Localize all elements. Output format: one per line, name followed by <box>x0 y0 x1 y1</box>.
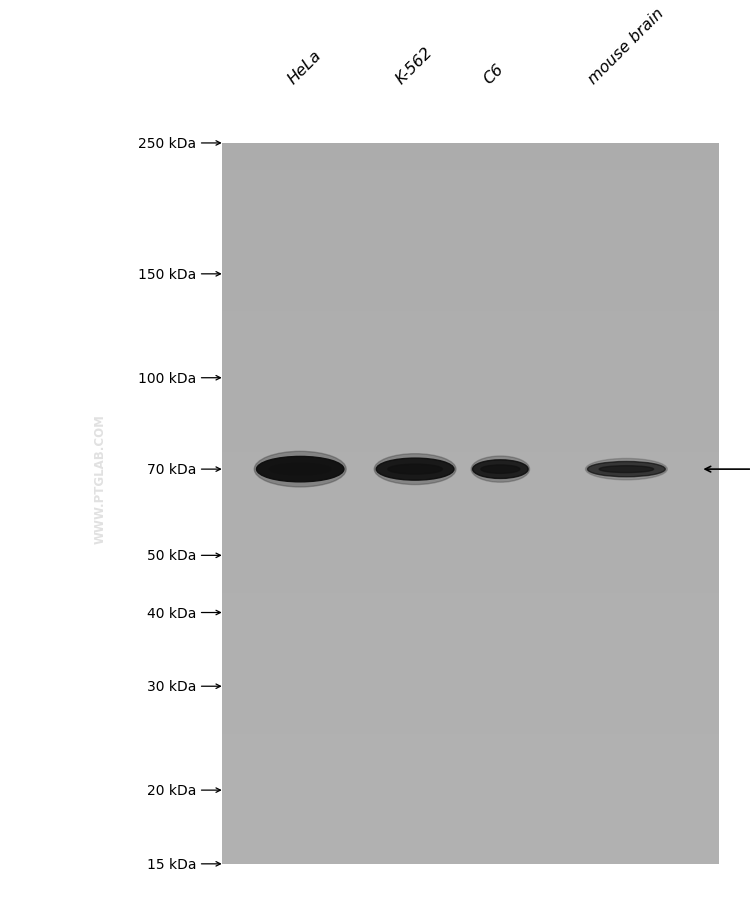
Ellipse shape <box>599 466 653 473</box>
Ellipse shape <box>374 455 456 485</box>
Text: 15 kDa: 15 kDa <box>147 857 196 870</box>
Ellipse shape <box>269 464 331 475</box>
Text: 30 kDa: 30 kDa <box>147 679 196 694</box>
Text: 40 kDa: 40 kDa <box>147 606 196 620</box>
Text: WWW.PTGLAB.COM: WWW.PTGLAB.COM <box>94 413 106 543</box>
Ellipse shape <box>256 457 344 483</box>
Text: 50 kDa: 50 kDa <box>147 548 196 563</box>
Text: 100 kDa: 100 kDa <box>138 372 196 385</box>
Ellipse shape <box>586 459 668 480</box>
Ellipse shape <box>376 458 454 481</box>
Text: K-562: K-562 <box>393 44 435 87</box>
Text: 20 kDa: 20 kDa <box>147 783 196 797</box>
Ellipse shape <box>388 465 442 474</box>
Text: 70 kDa: 70 kDa <box>147 463 196 476</box>
Text: mouse brain: mouse brain <box>586 5 667 87</box>
Ellipse shape <box>481 465 520 474</box>
Text: 250 kDa: 250 kDa <box>138 137 196 151</box>
Ellipse shape <box>472 460 528 479</box>
Text: 150 kDa: 150 kDa <box>138 268 196 281</box>
Text: HeLa: HeLa <box>286 48 325 87</box>
Ellipse shape <box>587 462 665 477</box>
Text: C6: C6 <box>480 61 506 87</box>
Ellipse shape <box>254 452 346 487</box>
Ellipse shape <box>471 456 530 483</box>
